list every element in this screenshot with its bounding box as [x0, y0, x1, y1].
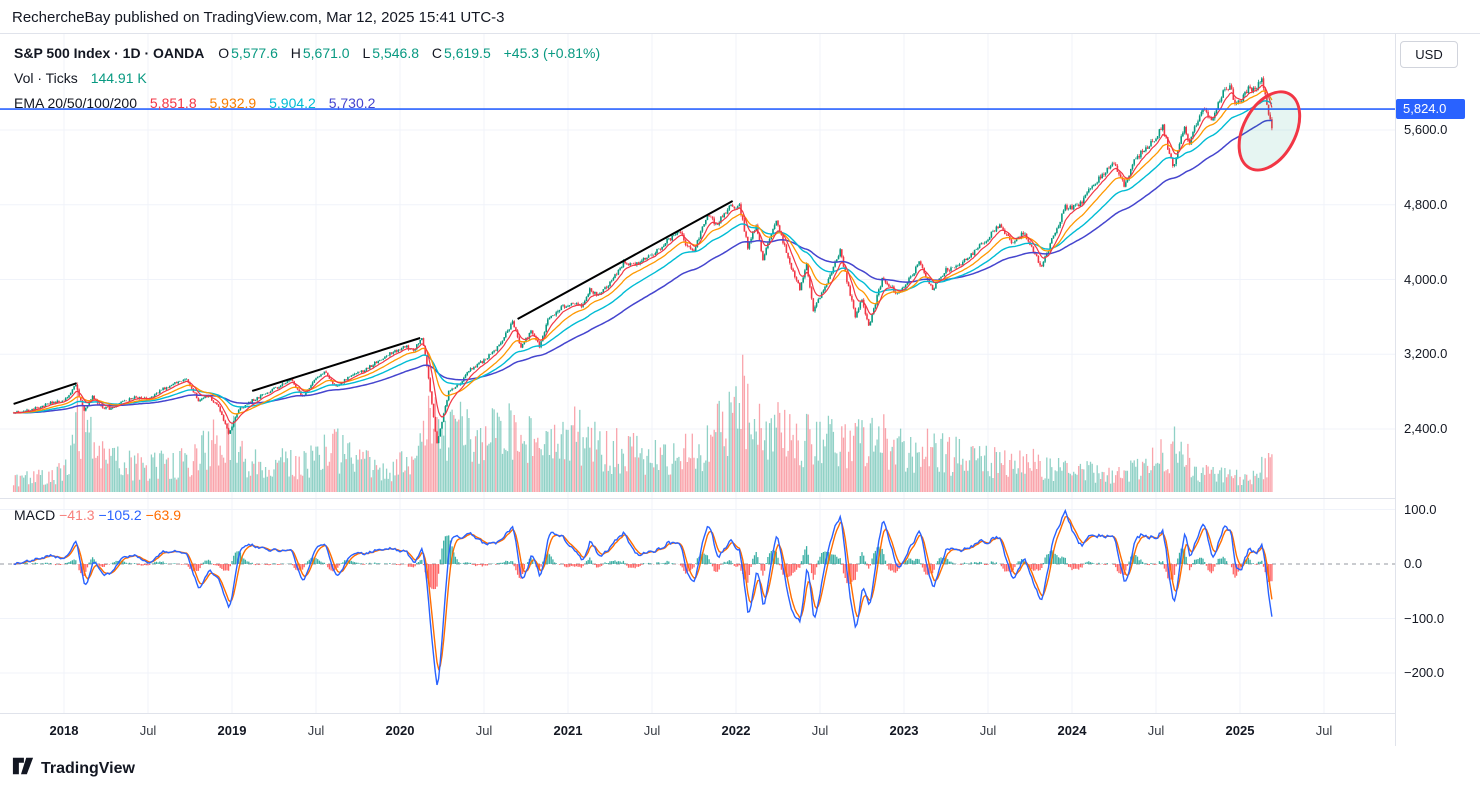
- time-tick-label: 2021: [553, 723, 583, 738]
- open-label: O: [218, 45, 230, 61]
- time-axis[interactable]: 2018 Jul 2019 Jul 2020 Jul 2021 Jul 2022 Jul 2023 J…: [0, 713, 1395, 746]
- macd-hist-value: −41.3: [59, 507, 95, 523]
- time-tick-label: Jul: [1315, 723, 1333, 738]
- currency-button[interactable]: USD: [1400, 41, 1458, 68]
- price-tick-label: 4,000.0: [1404, 271, 1448, 287]
- price-tick-label: 4,800.0: [1404, 196, 1448, 212]
- high-label: H: [290, 45, 301, 61]
- time-tick-label: Jul: [139, 723, 157, 738]
- change-value: +45.3 (+0.81%): [503, 45, 601, 61]
- time-tick-label: Jul: [1147, 723, 1165, 738]
- ema20-value: 5,851.8: [149, 95, 197, 111]
- price-tick-label: 3,200.0: [1404, 346, 1448, 362]
- macd-tick-label: 0.0: [1404, 556, 1423, 571]
- ema-label: EMA 20/50/100/200: [14, 95, 137, 111]
- close-value: 5,619.5: [444, 45, 491, 61]
- volume-label: Vol · Ticks: [14, 70, 78, 86]
- price-tick-label: 2,400.0: [1404, 421, 1448, 436]
- high-value: 5,671.0: [302, 45, 350, 61]
- footer: TradingView: [0, 745, 1480, 792]
- time-tick-label: 2018: [49, 723, 79, 738]
- publish-text: RechercheBay published on TradingView.co…: [12, 9, 505, 26]
- chart-area: S&P 500 Index · 1D · OANDA O 5,577.6 H 5,6…: [0, 33, 1480, 746]
- low-value: 5,546.8: [372, 45, 419, 61]
- time-axis-divider: [0, 713, 1480, 714]
- symbol-legend-row[interactable]: S&P 500 Index · 1D · OANDA O 5,577.6 H 5,6…: [14, 41, 600, 66]
- low-label: L: [362, 45, 371, 61]
- time-tick-label: 2019: [217, 723, 247, 738]
- volume-legend-row[interactable]: Vol · Ticks 144.91 K: [14, 66, 600, 91]
- macd-pane-canvas[interactable]: [0, 498, 1395, 713]
- macd-signal-value: −63.9: [145, 507, 181, 523]
- time-tick-label: 2023: [889, 723, 919, 738]
- macd-line-value: −105.2: [98, 507, 142, 523]
- time-tick-label: Jul: [979, 723, 997, 738]
- tradingview-logo-icon[interactable]: [12, 756, 34, 781]
- ema-legend-row[interactable]: EMA 20/50/100/200 5,851.8 5,932.9 5,904.…: [14, 91, 600, 116]
- time-tick-label: Jul: [475, 723, 493, 738]
- symbol-title: S&P 500 Index · 1D · OANDA: [14, 45, 205, 61]
- macd-legend[interactable]: MACD −41.3 −105.2 −63.9: [14, 505, 181, 525]
- time-tick-label: Jul: [307, 723, 325, 738]
- price-axis[interactable]: USD 5,824.0 5,600.0 4,800.0 4,000.0 3,200.0…: [1395, 34, 1480, 746]
- macd-label: MACD: [14, 507, 56, 523]
- ema200-value: 5,730.2: [328, 95, 376, 111]
- macd-tick-label: −100.0: [1404, 610, 1445, 626]
- macd-tick-label: −200.0: [1404, 665, 1445, 680]
- volume-value: 144.91 K: [90, 70, 147, 86]
- time-tick-label: Jul: [811, 723, 829, 738]
- open-value: 5,577.6: [231, 45, 278, 61]
- ema100-value: 5,904.2: [269, 95, 316, 111]
- time-tick-label: 2024: [1057, 723, 1087, 738]
- price-pane-canvas[interactable]: [0, 34, 1395, 498]
- close-label: C: [431, 45, 443, 61]
- tradingview-brand-text[interactable]: TradingView: [41, 759, 135, 777]
- pane-divider[interactable]: [0, 498, 1480, 499]
- time-tick-label: 2022: [721, 723, 751, 738]
- macd-tick-label: 100.0: [1404, 501, 1437, 517]
- time-tick-label: 2020: [385, 723, 415, 738]
- ema50-value: 5,932.9: [209, 95, 257, 111]
- price-tick-label: 5,600.0: [1404, 122, 1448, 137]
- time-tick-label: 2025: [1225, 723, 1255, 738]
- time-tick-label: Jul: [643, 723, 661, 738]
- publish-header: RechercheBay published on TradingView.co…: [0, 0, 1480, 33]
- price-line-label: 5,824.0: [1396, 99, 1465, 120]
- main-chart-legend: S&P 500 Index · 1D · OANDA O 5,577.6 H 5,6…: [14, 41, 600, 116]
